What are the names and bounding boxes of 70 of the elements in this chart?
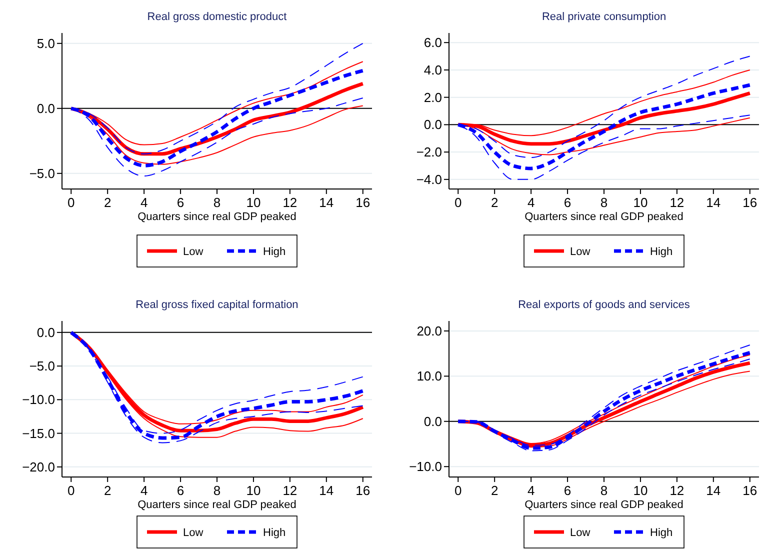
y-tick-label: 10.0 — [416, 368, 442, 384]
x-tick-label: 0 — [68, 483, 75, 498]
y-tick-label: −5.0 — [29, 166, 55, 181]
x-tick-label: 2 — [490, 483, 498, 498]
y-tick-label: 0.0 — [36, 324, 55, 340]
legend-label: Low — [570, 246, 590, 258]
y-tick-label: 5.0 — [36, 36, 55, 51]
chart-title: Real exports of goods and services — [518, 299, 690, 311]
x-tick-label: 0 — [454, 483, 462, 498]
y-tick-label: 0.0 — [424, 414, 442, 429]
x-tick-label: 0 — [68, 195, 75, 210]
x-tick-label: 6 — [564, 195, 572, 210]
legend-label: High — [650, 526, 673, 539]
legend-label: High — [263, 246, 286, 258]
x-tick-label: 10 — [633, 195, 648, 210]
x-tick-label: 6 — [176, 483, 184, 498]
legend-label: High — [263, 526, 286, 539]
x-axis-title: Quarters since real GDP peaked — [138, 211, 296, 223]
x-axis-title: Quarters since real GDP peaked — [524, 499, 684, 511]
x-tick-label: 8 — [600, 483, 608, 498]
y-tick-label: 6.0 — [424, 35, 442, 50]
x-tick-label: 0 — [454, 195, 462, 210]
x-tick-label: 12 — [670, 195, 684, 210]
y-tick-label: −4.0 — [416, 172, 442, 187]
x-tick-label: 2 — [104, 483, 112, 498]
x-tick-label: 14 — [706, 195, 721, 210]
y-tick-label: 0.0 — [424, 117, 442, 132]
x-tick-label: 2 — [104, 195, 112, 210]
y-tick-label: −15.0 — [22, 426, 55, 441]
chart-title: Real gross fixed capital formation — [136, 299, 298, 311]
y-tick-label: −5.0 — [29, 358, 55, 374]
x-tick-label: 6 — [176, 195, 184, 210]
x-tick-label: 4 — [527, 483, 535, 498]
legend-label: Low — [570, 526, 590, 539]
y-tick-label: −2.0 — [416, 144, 442, 160]
x-tick-label: 16 — [356, 195, 370, 210]
x-tick-label: 12 — [282, 195, 298, 210]
x-tick-label: 12 — [282, 483, 298, 498]
chart-title: Real gross domestic product — [147, 11, 287, 23]
legend-label: High — [650, 246, 673, 258]
x-tick-label: 14 — [319, 483, 334, 498]
y-tick-label: 4.0 — [424, 62, 442, 78]
legend-label: Low — [183, 526, 204, 539]
x-tick-label: 12 — [670, 483, 684, 498]
y-tick-label: 0.0 — [36, 100, 55, 116]
x-tick-label: 8 — [213, 195, 221, 210]
x-tick-label: 16 — [742, 195, 758, 210]
chart-title: Real private consumption — [542, 11, 666, 23]
x-tick-label: 10 — [246, 483, 261, 498]
y-tick-label: 2.0 — [424, 90, 442, 105]
legend-label: Low — [183, 246, 204, 258]
x-tick-label: 4 — [527, 195, 535, 210]
y-tick-label: 20.0 — [416, 324, 442, 338]
x-tick-label: 4 — [140, 483, 148, 498]
x-tick-label: 14 — [319, 195, 334, 210]
y-tick-label: −10.0 — [409, 459, 442, 474]
x-tick-label: 16 — [356, 483, 370, 498]
x-tick-label: 10 — [633, 483, 648, 498]
x-tick-label: 8 — [600, 195, 608, 210]
x-axis-title: Quarters since real GDP peaked — [138, 499, 296, 511]
x-tick-label: 6 — [564, 483, 572, 498]
x-tick-label: 16 — [742, 483, 758, 498]
x-axis-title: Quarters since real GDP peaked — [524, 211, 684, 223]
x-tick-label: 2 — [490, 195, 498, 210]
y-tick-label: −10.0 — [22, 392, 55, 408]
x-tick-label: 8 — [213, 483, 221, 498]
x-tick-label: 4 — [140, 195, 148, 210]
x-tick-label: 14 — [706, 483, 721, 498]
x-tick-label: 10 — [246, 195, 261, 210]
y-tick-label: −20.0 — [22, 459, 55, 474]
